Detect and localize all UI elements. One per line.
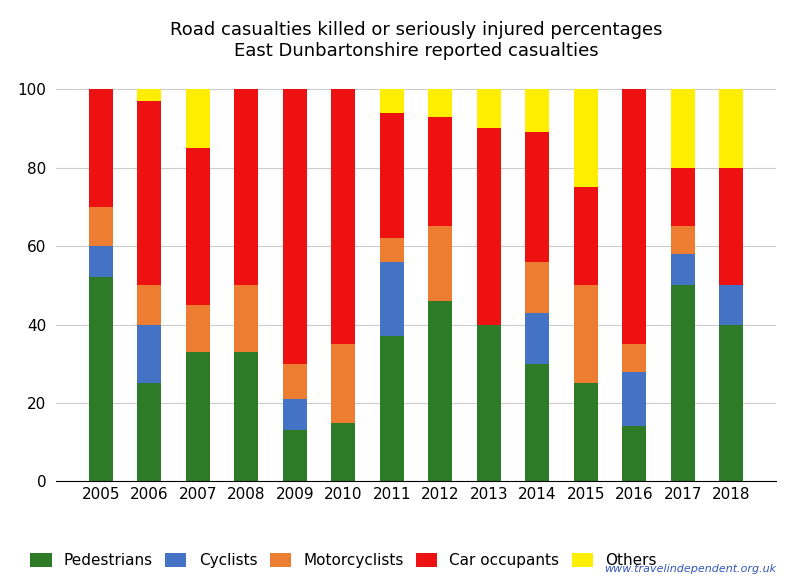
Bar [428, 89, 452, 117]
Bar [186, 305, 210, 352]
Bar [138, 325, 162, 383]
Bar [670, 285, 694, 481]
Bar [622, 426, 646, 481]
Bar [477, 89, 501, 128]
Bar [89, 207, 113, 246]
Bar [622, 89, 646, 344]
Bar [670, 226, 694, 254]
Bar [574, 187, 598, 285]
Bar [331, 344, 355, 423]
Bar [525, 89, 550, 132]
Bar [719, 285, 743, 325]
Bar [282, 430, 307, 481]
Bar [138, 89, 162, 101]
Bar [477, 325, 501, 481]
Bar [380, 113, 404, 238]
Bar [719, 325, 743, 481]
Bar [89, 277, 113, 481]
Bar [282, 89, 307, 364]
Bar [525, 364, 550, 481]
Bar [89, 246, 113, 277]
Bar [186, 148, 210, 305]
Bar [138, 101, 162, 285]
Bar [380, 336, 404, 481]
Bar [138, 383, 162, 481]
Bar [670, 254, 694, 285]
Bar [622, 372, 646, 426]
Bar [574, 89, 598, 187]
Bar [719, 89, 743, 168]
Bar [525, 132, 550, 262]
Text: www.travelindependent.org.uk: www.travelindependent.org.uk [604, 564, 776, 574]
Bar [234, 89, 258, 285]
Bar [574, 285, 598, 383]
Bar [331, 89, 355, 344]
Bar [282, 364, 307, 399]
Bar [525, 262, 550, 313]
Bar [428, 117, 452, 226]
Bar [380, 262, 404, 336]
Bar [186, 89, 210, 148]
Bar [89, 89, 113, 207]
Legend: Pedestrians, Cyclists, Motorcyclists, Car occupants, Others: Pedestrians, Cyclists, Motorcyclists, Ca… [24, 546, 662, 574]
Title: Road casualties killed or seriously injured percentages
East Dunbartonshire repo: Road casualties killed or seriously inju… [170, 21, 662, 60]
Bar [234, 352, 258, 481]
Bar [234, 285, 258, 352]
Bar [574, 383, 598, 481]
Bar [138, 285, 162, 325]
Bar [670, 168, 694, 226]
Bar [670, 89, 694, 168]
Bar [428, 226, 452, 301]
Bar [331, 423, 355, 481]
Bar [719, 168, 743, 285]
Bar [380, 238, 404, 262]
Bar [380, 89, 404, 113]
Bar [186, 352, 210, 481]
Bar [282, 399, 307, 430]
Bar [622, 344, 646, 372]
Bar [525, 313, 550, 364]
Bar [477, 128, 501, 325]
Bar [428, 301, 452, 481]
